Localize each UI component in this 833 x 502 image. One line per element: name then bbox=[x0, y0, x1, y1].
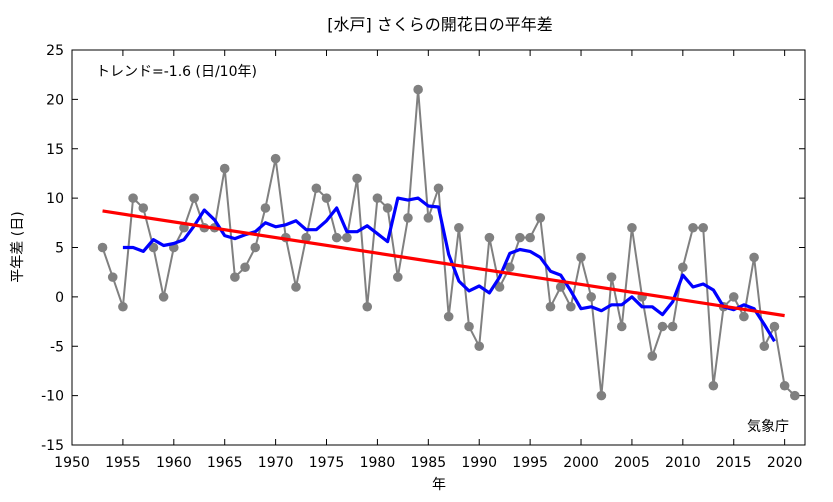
annual-data-point bbox=[138, 203, 149, 213]
annual-data-point bbox=[250, 242, 261, 253]
annual-data-point bbox=[606, 272, 617, 282]
annual-data-point bbox=[97, 242, 108, 253]
annual-data-point bbox=[331, 232, 342, 243]
y-axis-label: 平年差 (日) bbox=[10, 211, 26, 282]
x-tick-label: 1950 bbox=[54, 455, 90, 471]
annual-data-point bbox=[759, 341, 770, 352]
annual-data-point bbox=[749, 252, 759, 263]
annual-data-point bbox=[321, 193, 332, 203]
annual-data-point bbox=[769, 321, 780, 332]
annual-data-point bbox=[504, 262, 515, 273]
annual-data-point bbox=[301, 232, 311, 243]
x-tick-label: 2020 bbox=[767, 455, 803, 471]
annual-data-point bbox=[596, 390, 607, 401]
annual-data-point bbox=[413, 84, 423, 95]
annual-data-point bbox=[779, 380, 790, 391]
x-tick-label: 2005 bbox=[614, 455, 650, 471]
annual-data-point bbox=[107, 272, 118, 282]
annual-data-point bbox=[270, 153, 281, 164]
annual-data-point bbox=[464, 321, 474, 332]
annual-data-point bbox=[423, 213, 434, 223]
x-tick-label: 2015 bbox=[716, 455, 752, 471]
x-tick-label: 1975 bbox=[309, 455, 345, 471]
annual-data-point bbox=[545, 301, 556, 312]
x-tick-label: 2010 bbox=[665, 455, 701, 471]
y-tick-label: 0 bbox=[55, 290, 64, 306]
moving-average-line bbox=[122, 196, 776, 343]
annual-data-point bbox=[240, 262, 250, 273]
annual-data-point bbox=[525, 232, 535, 243]
x-tick-label: 1990 bbox=[461, 455, 497, 471]
annual-data-point bbox=[454, 222, 464, 233]
annual-data-point bbox=[230, 272, 240, 282]
annual-data-point bbox=[158, 292, 169, 302]
annual-data-point bbox=[362, 301, 373, 312]
y-tick-label: 25 bbox=[46, 43, 64, 59]
credit-label: 気象庁 bbox=[747, 419, 789, 435]
annual-data-point bbox=[260, 203, 271, 213]
annual-data-point bbox=[627, 222, 637, 233]
annual-data-point bbox=[576, 252, 586, 263]
annual-data-point bbox=[535, 213, 546, 223]
annual-data-point bbox=[382, 203, 393, 213]
annual-data-point bbox=[474, 341, 485, 352]
annual-data-point bbox=[555, 282, 566, 292]
annual-data-point bbox=[494, 282, 505, 292]
annual-data-point bbox=[688, 222, 698, 233]
annual-data-point bbox=[484, 232, 495, 243]
x-tick-label: 1970 bbox=[258, 455, 294, 471]
y-tick-label: -5 bbox=[50, 339, 64, 355]
annual-data-point bbox=[708, 380, 719, 391]
annual-data-point bbox=[790, 390, 800, 401]
annual-data-point bbox=[189, 193, 199, 203]
annual-data-point bbox=[728, 292, 739, 302]
y-tick-label: 10 bbox=[46, 191, 64, 207]
annual-data-point bbox=[647, 351, 658, 361]
annual-data-point bbox=[657, 321, 668, 332]
y-tick-label: -15 bbox=[41, 438, 64, 454]
annual-data-point bbox=[352, 173, 362, 184]
annual-data-point bbox=[586, 292, 597, 302]
annual-data-point bbox=[403, 213, 413, 223]
y-tick-label: -10 bbox=[41, 389, 64, 405]
annual-data-point bbox=[372, 193, 383, 203]
annual-data-point bbox=[118, 301, 128, 312]
annual-data-point bbox=[128, 193, 138, 203]
annual-data-point bbox=[148, 242, 159, 253]
x-tick-label: 1985 bbox=[410, 455, 446, 471]
x-tick-label: 1955 bbox=[105, 455, 141, 471]
annual-data-point bbox=[392, 272, 403, 282]
x-tick-label: 1995 bbox=[512, 455, 548, 471]
x-tick-label: 1980 bbox=[360, 455, 396, 471]
x-tick-label: 1965 bbox=[207, 455, 243, 471]
annual-data-point bbox=[667, 321, 678, 332]
annual-data-point bbox=[515, 232, 525, 243]
annual-data-point bbox=[566, 301, 576, 312]
annual-data-point bbox=[219, 163, 230, 174]
annual-data-point bbox=[678, 262, 688, 273]
annual-series-line bbox=[101, 89, 796, 397]
annual-data-point bbox=[291, 282, 301, 292]
trend-annotation: トレンド=-1.6 (日/10年) bbox=[96, 64, 257, 80]
plot-frame bbox=[71, 49, 806, 446]
annual-data-point bbox=[433, 183, 444, 194]
annual-data-point bbox=[739, 311, 749, 322]
x-tick-label: 2000 bbox=[563, 455, 599, 471]
trend-line bbox=[102, 209, 785, 318]
annual-data-point bbox=[698, 222, 708, 233]
annual-data-point bbox=[616, 321, 627, 332]
y-tick-label: 20 bbox=[46, 92, 64, 108]
chart-title: [水戸] さくらの開花日の平年差 bbox=[327, 15, 553, 34]
y-tick-label: 5 bbox=[55, 241, 64, 257]
annual-data-point bbox=[443, 311, 454, 322]
x-axis-label: 年 bbox=[432, 477, 446, 493]
annual-data-point bbox=[342, 232, 352, 243]
y-tick-label: 15 bbox=[46, 142, 64, 158]
x-tick-label: 1960 bbox=[156, 455, 192, 471]
annual-data-point bbox=[311, 183, 322, 194]
